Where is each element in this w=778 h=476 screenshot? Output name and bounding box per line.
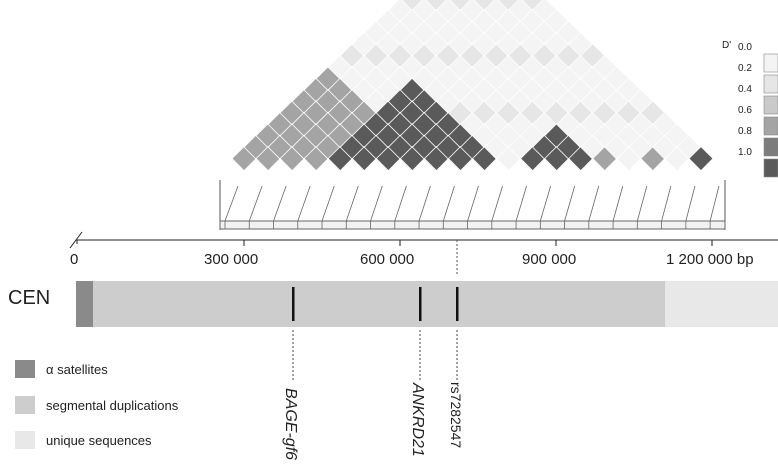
legend-label-unique: unique sequences — [46, 433, 152, 448]
legend-swatch-segdup — [15, 396, 35, 414]
dprime-level-label: 0.2 — [738, 63, 752, 74]
map-line — [491, 185, 503, 222]
map-line — [709, 185, 720, 222]
map-line — [564, 185, 576, 222]
ankrd21-marker-tick — [419, 287, 422, 321]
dprime-swatch — [763, 158, 778, 178]
map-line — [661, 185, 672, 222]
legend-label-alpha: α satellites — [46, 362, 108, 377]
ld-cell — [688, 145, 714, 172]
axis-tick-label: 0 — [70, 251, 78, 268]
dprime-swatch — [763, 137, 778, 157]
axis-tick-label: 300 000 — [204, 251, 258, 268]
marker-label-rs7282547: rs7282547 — [448, 382, 464, 448]
map-line — [442, 185, 455, 222]
map-line — [636, 185, 648, 222]
map-line — [224, 185, 239, 222]
position-axis: 0 300 000 600 000 900 000 1 200 000 bp — [69, 231, 778, 268]
map-line — [394, 185, 407, 222]
dprime-level-label: 0.8 — [738, 126, 752, 137]
dprime-swatch — [763, 53, 778, 73]
dprime-level-label: 1.0 — [738, 147, 752, 158]
dprime-legend: D' 0.0 0.2 0.4 0.6 0.8 1.0 — [722, 40, 778, 178]
axis-tick-label: 600 000 — [360, 251, 414, 268]
axis-break-mark — [69, 231, 83, 249]
marker-map — [219, 180, 726, 230]
dprime-swatch — [763, 116, 778, 136]
map-line — [515, 185, 527, 222]
ld-cell — [676, 134, 702, 160]
map-line — [248, 185, 263, 222]
dprime-title: D' — [722, 40, 731, 51]
map-line — [321, 185, 335, 222]
centromere-label: CEN — [8, 287, 50, 309]
map-line — [370, 185, 383, 222]
bage-marker-tick — [292, 287, 295, 321]
unique-sequence-region — [665, 281, 778, 327]
ld-heatmap — [231, 0, 714, 172]
map-line — [685, 185, 696, 222]
map-line — [588, 185, 600, 222]
marker-label-ankrd21: ANKRD21 — [409, 382, 426, 457]
legend-swatch-alpha — [15, 360, 35, 378]
dprime-swatch — [763, 95, 778, 115]
legend-label-segdup: segmental duplications — [46, 398, 179, 413]
axis-tick-label: 900 000 — [522, 251, 576, 268]
segmental-duplication-region — [93, 281, 665, 327]
map-line — [539, 185, 552, 222]
map-line — [297, 185, 311, 222]
map-line — [418, 185, 431, 222]
axis-tick-label: 1 200 000 bp — [666, 251, 754, 268]
dprime-level-label: 0.0 — [738, 42, 752, 53]
dprime-level-label: 0.4 — [738, 84, 752, 95]
rs7282547-marker-tick — [456, 287, 459, 321]
map-line — [467, 185, 479, 222]
chromosome-bar: CEN — [8, 281, 778, 327]
dprime-swatch — [763, 74, 778, 94]
dprime-level-label: 0.6 — [738, 105, 752, 116]
legend-swatch-unique — [15, 431, 35, 449]
region-legend: α satellites segmental duplications uniq… — [15, 360, 179, 449]
map-line — [612, 185, 624, 222]
map-line — [345, 185, 359, 222]
marker-label-bage: BAGE-gf6 — [282, 388, 299, 460]
map-line — [273, 185, 287, 222]
alpha-satellite-region — [76, 281, 93, 327]
